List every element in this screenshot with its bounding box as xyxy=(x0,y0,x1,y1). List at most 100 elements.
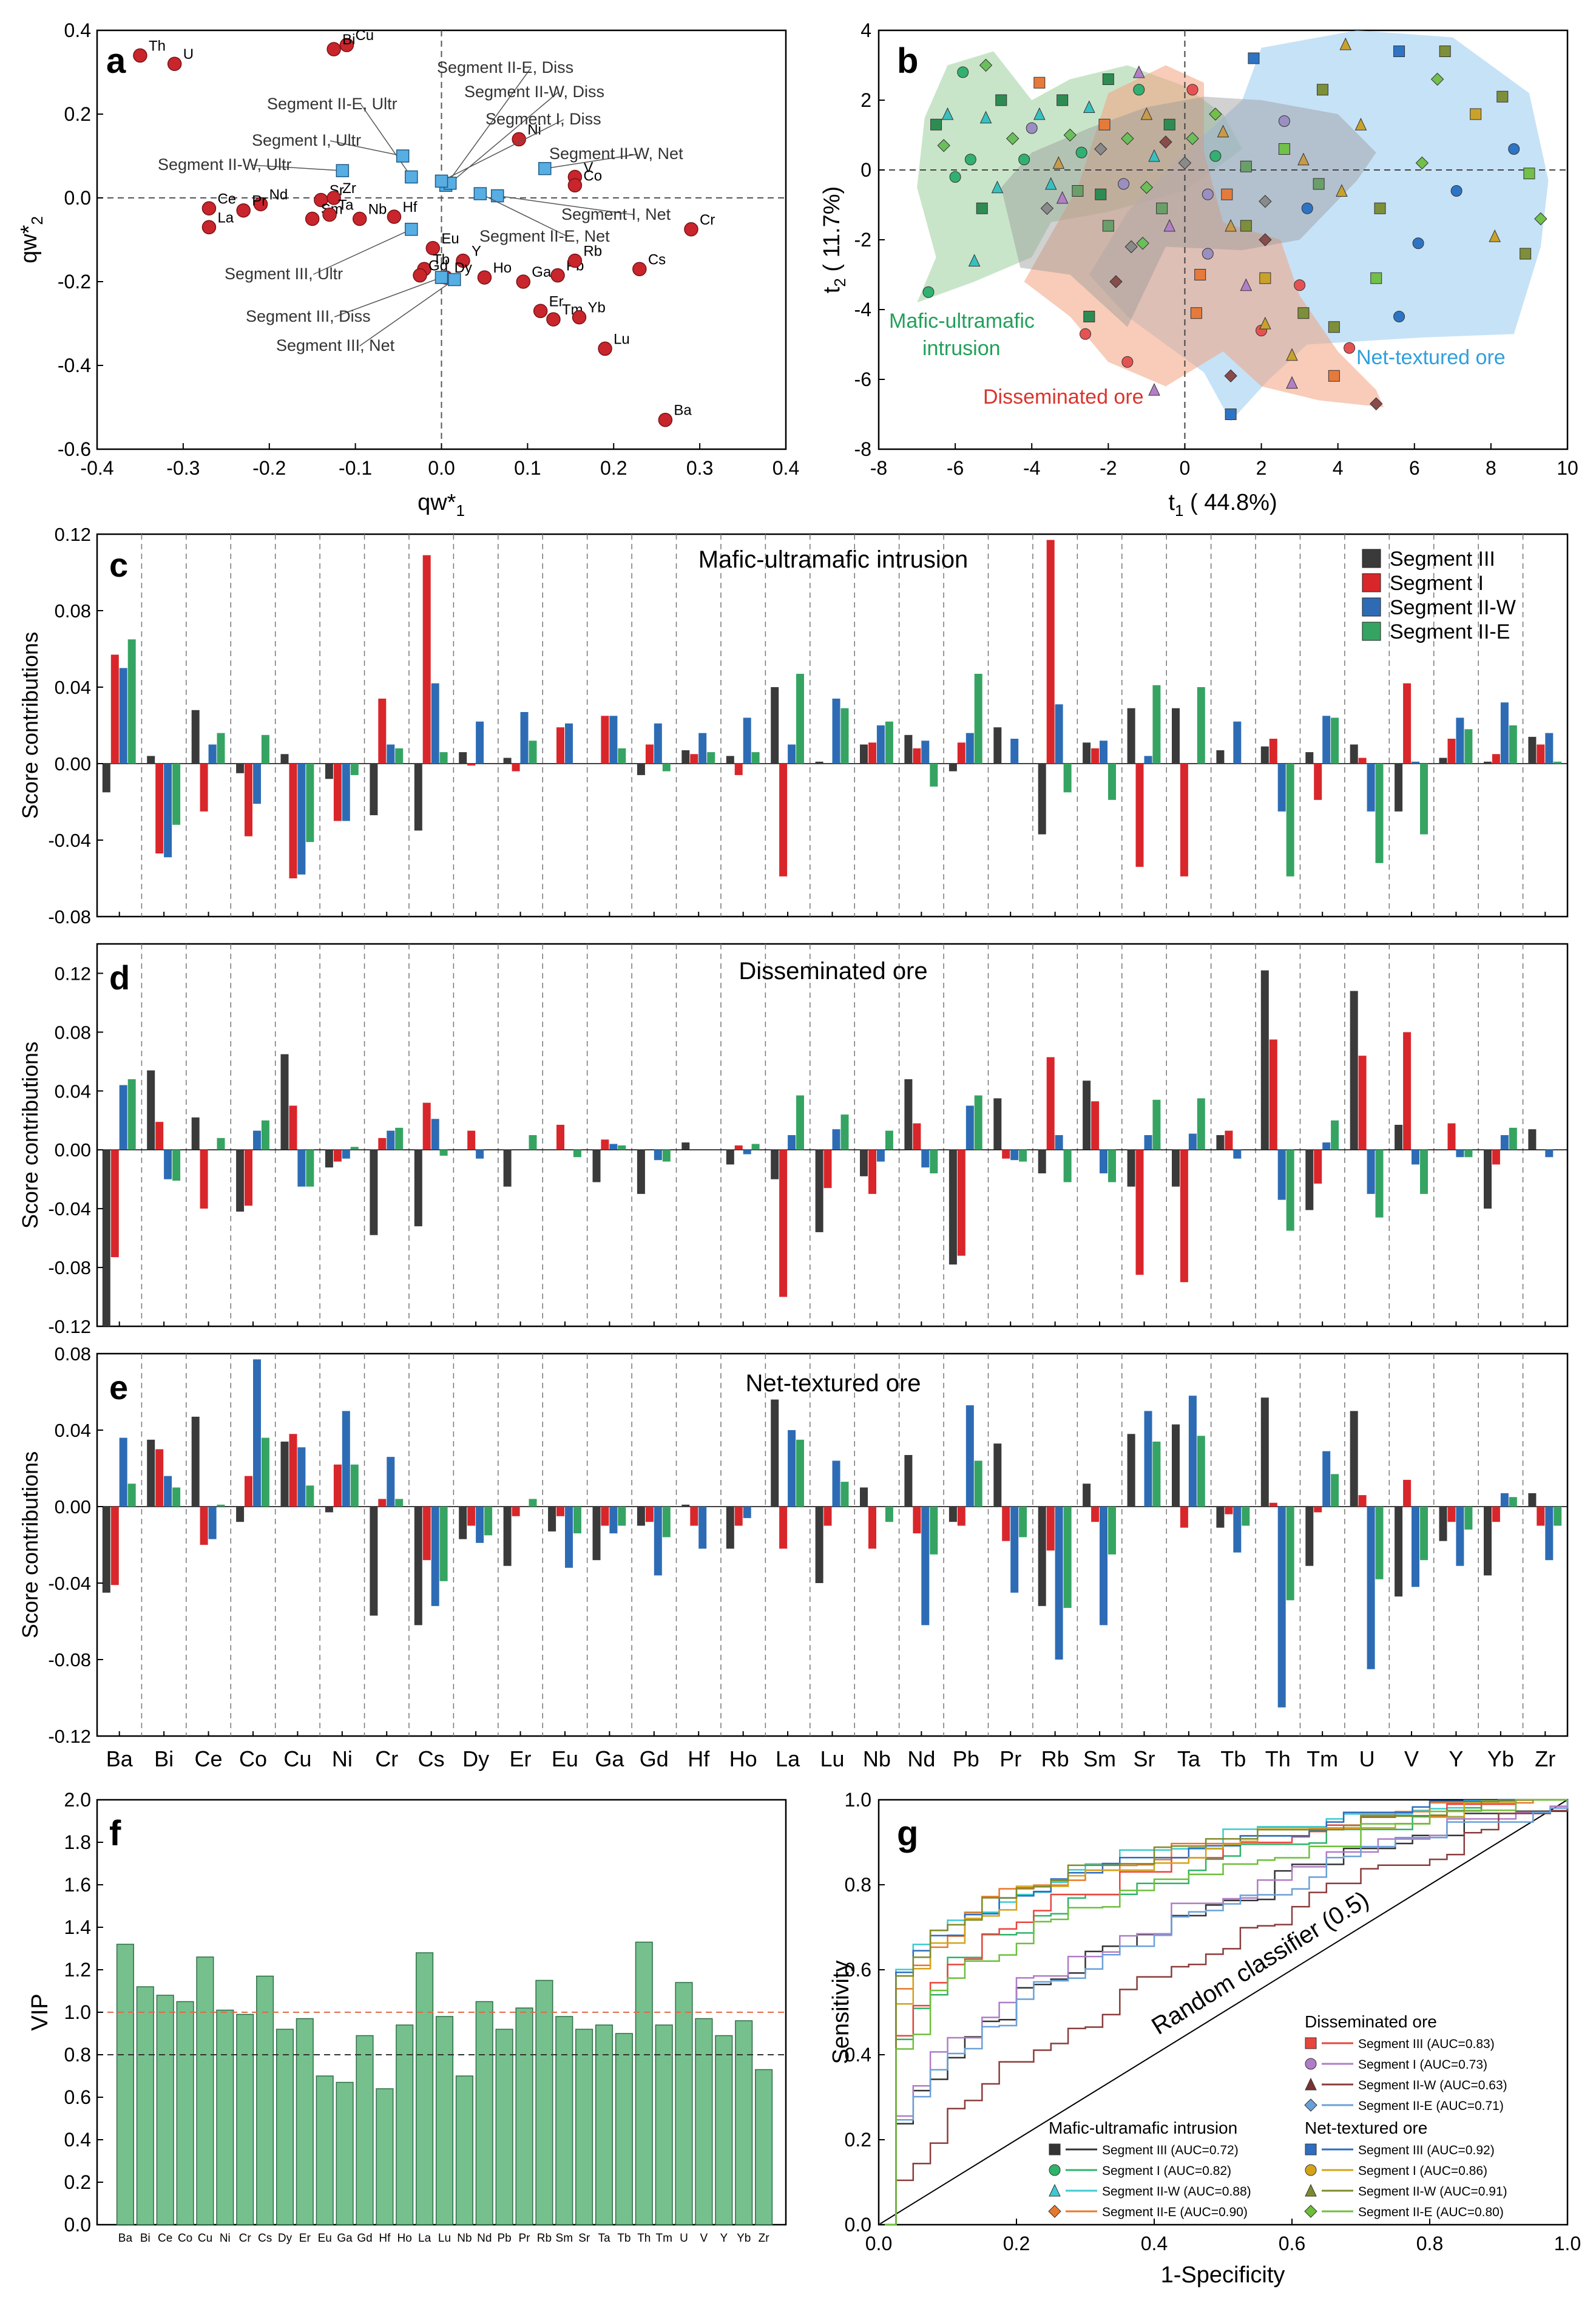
vip-element-label: Sm xyxy=(556,2232,573,2245)
bar-segment-iii xyxy=(681,1504,690,1507)
score-point xyxy=(1470,108,1482,120)
score-point xyxy=(1339,37,1352,50)
score-point xyxy=(1040,202,1054,215)
y-tick-label: 0 xyxy=(861,159,871,181)
panel-e-label: e xyxy=(109,1368,128,1406)
y-tick-label: 2.0 xyxy=(64,1789,91,1811)
element-label: Ta xyxy=(338,197,354,214)
vip-element-label: Ni xyxy=(220,2232,231,2245)
bar-segment-ii-e xyxy=(974,674,982,764)
element-label: Co xyxy=(583,168,602,184)
score-point xyxy=(922,286,935,298)
panel-b: -8 -6 -4 -2 0 2 4 6 8 10 4 2 0 -2 -4 -6 -8 b Mafic-ultra… xyxy=(819,19,1578,520)
legend-group-title: Net-textured ore xyxy=(1305,2118,1427,2137)
y-tick-label: 0.04 xyxy=(55,1420,91,1441)
bar-segment-iii xyxy=(1083,1484,1091,1507)
score-point xyxy=(1202,188,1214,200)
x-tick-label: -0.1 xyxy=(339,457,372,479)
vip-element-label: Nb xyxy=(457,2232,472,2245)
bar-segment-iii xyxy=(726,756,734,764)
element-point xyxy=(658,412,673,427)
bar-segment-ii-w xyxy=(1545,733,1554,764)
bar-segment-ii-e xyxy=(930,1507,938,1555)
bar-segment-ii-w xyxy=(1545,1150,1554,1158)
bar-segment-i xyxy=(289,1105,297,1150)
y-tick-label: 0.0 xyxy=(64,2214,91,2236)
score-point xyxy=(1140,181,1154,194)
legend-entry: Segment II-W (AUC=0.88) xyxy=(1102,2185,1251,2199)
bar-segment-ii-w xyxy=(1188,1396,1197,1507)
score-point xyxy=(1430,72,1444,86)
element-label: Tb xyxy=(433,251,450,268)
bar-segment-ii-e xyxy=(1464,729,1473,764)
vip-element-label: Ta xyxy=(598,2232,610,2245)
element-point xyxy=(253,197,268,212)
bar-segment-iii xyxy=(459,1507,467,1539)
score-point xyxy=(1094,142,1107,156)
bar-segment-iii xyxy=(1439,1507,1447,1541)
bar-segment-iii xyxy=(1484,1150,1492,1209)
bar-segment-iii xyxy=(1260,970,1269,1150)
roc-legend: Disseminated ore Segment III (AUC=0.83) Se… xyxy=(1048,2012,1507,2219)
legend-label: Segment I xyxy=(1390,572,1484,595)
bar-segment-i xyxy=(601,1139,609,1150)
bar-segment-ii-e xyxy=(974,1095,982,1150)
bar-segment-ii-e xyxy=(1108,1150,1116,1182)
bar-segment-i xyxy=(690,754,698,764)
panel-b-xlabel: t1 ( 44.8%) xyxy=(1168,490,1277,520)
bar-segment-ii-e xyxy=(1331,717,1339,764)
bar-segment-ii-w xyxy=(788,1135,796,1150)
vip-bar xyxy=(435,2016,454,2225)
bar-segment-i xyxy=(1492,1507,1500,1522)
vip-bar xyxy=(136,1986,154,2225)
segment-leader xyxy=(480,193,569,237)
region-label-mafic-1: Mafic-ultramafic xyxy=(889,310,1035,333)
bar-segment-ii-w xyxy=(387,1457,395,1507)
y-tick-label: 0.6 xyxy=(845,1959,871,1981)
panel-g: Random classifier (0.5)0.0 0.2 0.4 0.6 0.8 1.… xyxy=(828,1789,1581,2288)
bar-segment-iii xyxy=(771,1150,779,1179)
bar-segment-ii-e xyxy=(930,1150,938,1173)
bar-segment-ii-e xyxy=(1554,1507,1562,1526)
bar-segment-ii-w xyxy=(1010,739,1019,764)
element-label: Ce xyxy=(217,191,236,207)
x-tick-label: 8 xyxy=(1486,457,1496,479)
x-tick-label: 0.1 xyxy=(514,457,541,479)
bar-segment-iii xyxy=(1083,742,1091,764)
element-point xyxy=(425,241,441,256)
element-label: Bi xyxy=(342,32,355,48)
y-tick-label: 0.8 xyxy=(845,1874,871,1896)
score-point xyxy=(1415,156,1429,170)
element-axis-label: Pb xyxy=(953,1746,979,1771)
vip-bar xyxy=(256,1975,274,2225)
bar-segment-ii-w xyxy=(698,733,707,764)
segment-label: Segment II-W, Ultr xyxy=(158,155,292,174)
element-axis-label: Sm xyxy=(1083,1746,1116,1771)
bar-segment-iii xyxy=(191,710,200,764)
legend-entry: Segment II-W (AUC=0.63) xyxy=(1358,2078,1507,2092)
legend-entry: Segment III (AUC=0.83) xyxy=(1358,2037,1495,2051)
bar-segment-ii-e xyxy=(1108,1507,1116,1555)
bar-segment-ii-w xyxy=(1412,761,1419,764)
vip-bar xyxy=(755,2069,773,2225)
vip-element-label: Tb xyxy=(617,2232,631,2245)
bar-segment-iii xyxy=(1395,1125,1403,1150)
bar-segment-iii xyxy=(1395,764,1403,812)
bar-segment-iii xyxy=(414,764,422,831)
panel-g-label: g xyxy=(897,1814,918,1853)
element-axis-label: Ga xyxy=(595,1746,624,1771)
bar-segment-i xyxy=(155,1449,164,1507)
y-tick-label: 0.2 xyxy=(64,2171,91,2193)
bar-segment-iii xyxy=(191,1117,200,1150)
vip-bar xyxy=(715,2035,733,2225)
bar-segment-ii-w xyxy=(342,1150,350,1159)
bar-segment-ii-e xyxy=(350,1464,359,1507)
element-point xyxy=(322,207,337,222)
bar-segment-ii-e xyxy=(350,1147,359,1150)
x-tick-label: 10 xyxy=(1557,457,1578,479)
vip-element-label: Sr xyxy=(578,2232,590,2245)
y-tick-label: -0.04 xyxy=(48,830,91,851)
bar-segment-iii xyxy=(1083,1080,1091,1150)
bar-segment-iii xyxy=(1484,761,1492,764)
score-point xyxy=(1297,307,1310,319)
